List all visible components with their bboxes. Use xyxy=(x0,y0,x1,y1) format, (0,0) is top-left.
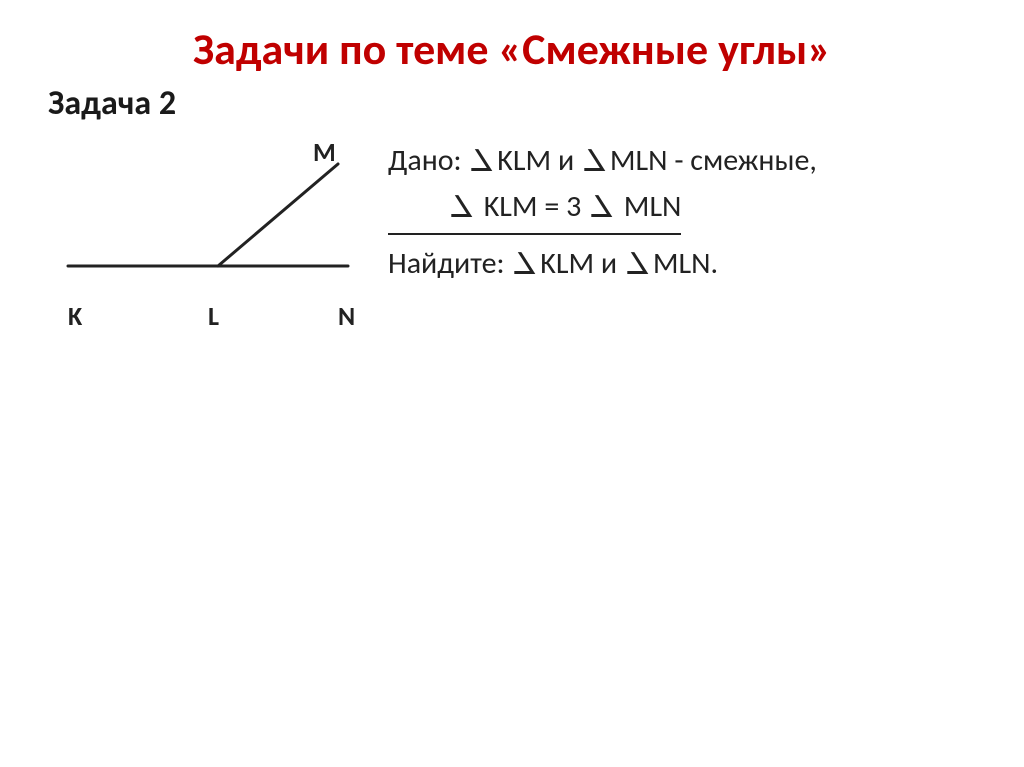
period: . xyxy=(710,245,718,282)
point-label-m: M xyxy=(313,136,336,168)
angle-icon: ∠ xyxy=(511,242,538,289)
angle2-name: MLN xyxy=(653,245,711,282)
given-label: Дано: xyxy=(388,142,462,179)
angle-icon: ∠ xyxy=(588,185,615,232)
angle2-name: MLN xyxy=(610,142,668,179)
and-word: и xyxy=(601,245,617,282)
diagram: M K L N xyxy=(48,136,388,366)
condition-line: ∠ KLM = 3 ∠ MLN xyxy=(388,184,976,241)
find-label: Найдите: xyxy=(388,245,505,282)
segment-lm xyxy=(218,164,338,266)
comma: , xyxy=(809,142,817,179)
point-label-l: L xyxy=(208,300,219,332)
and-word: и xyxy=(558,142,574,179)
adjacent-word: смежные xyxy=(690,142,809,179)
angle-icon: ∠ xyxy=(468,139,495,186)
find-line: Найдите: ∠KLM и ∠MLN. xyxy=(388,241,976,288)
slide-title: Задачи по теме «Смежные углы» xyxy=(48,24,976,75)
angle-icon: ∠ xyxy=(581,139,608,186)
content-row: M K L N Дано: ∠KLM и ∠MLN - смежные, xyxy=(48,136,976,366)
dash: - xyxy=(674,142,683,179)
angle1-name: KLM xyxy=(497,142,551,179)
angle1-name: KLM xyxy=(484,188,538,225)
given-line: Дано: ∠KLM и ∠MLN - смежные, xyxy=(388,138,976,185)
problem-text: Дано: ∠KLM и ∠MLN - смежные, ∠ KLM = 3 xyxy=(388,136,976,288)
point-label-n: N xyxy=(338,300,355,332)
point-label-k: K xyxy=(68,300,82,332)
angle2-name: MLN xyxy=(624,188,682,225)
angle-icon: ∠ xyxy=(448,185,475,232)
relation-eq: = 3 xyxy=(544,188,581,225)
problem-number: Задача 2 xyxy=(48,83,976,124)
angle1-name: KLM xyxy=(540,245,594,282)
angle-icon: ∠ xyxy=(624,242,651,289)
